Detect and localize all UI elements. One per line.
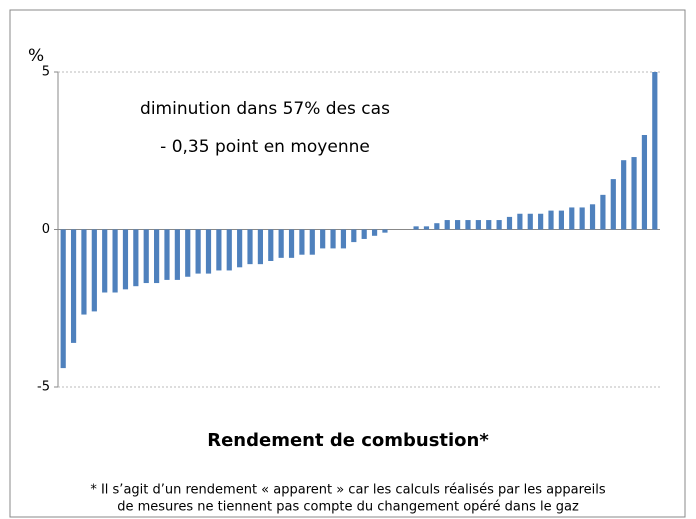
y-axis-label: % xyxy=(28,46,44,66)
bar xyxy=(278,229,284,258)
bar xyxy=(257,229,263,265)
bar xyxy=(569,207,575,230)
bar xyxy=(112,229,118,293)
bar xyxy=(164,229,170,280)
bar xyxy=(455,220,461,230)
bar xyxy=(641,135,648,230)
chart-title: Rendement de combustion* xyxy=(207,430,489,451)
bar xyxy=(216,229,222,271)
bar xyxy=(423,226,430,230)
bar xyxy=(486,220,492,230)
bar xyxy=(340,229,347,249)
bar xyxy=(185,229,191,277)
bar xyxy=(122,229,129,290)
bar xyxy=(610,179,616,230)
bar xyxy=(434,223,440,230)
bar xyxy=(579,207,585,230)
frame xyxy=(9,9,686,518)
bar xyxy=(465,220,471,230)
bar xyxy=(81,229,87,315)
bar xyxy=(70,229,77,343)
bar xyxy=(299,229,305,255)
bar xyxy=(361,229,367,239)
annotation: - 0,35 point en moyenne xyxy=(160,137,370,157)
bar xyxy=(174,229,180,280)
bar xyxy=(247,229,253,265)
bar xyxy=(621,160,627,230)
bar xyxy=(309,229,315,255)
bar xyxy=(143,229,149,284)
bar xyxy=(382,229,388,233)
y-tick-label: 5 xyxy=(42,65,50,80)
bar xyxy=(527,213,533,230)
bar xyxy=(517,213,523,230)
bar xyxy=(413,226,419,230)
bar xyxy=(558,210,564,230)
bar xyxy=(631,157,637,230)
bar xyxy=(600,194,606,230)
bar xyxy=(60,229,66,369)
y-tick-label: -5 xyxy=(37,380,50,395)
bar xyxy=(288,229,295,258)
bar xyxy=(475,220,481,230)
bar xyxy=(538,213,544,230)
bar xyxy=(506,216,513,230)
bar xyxy=(351,229,357,243)
bar xyxy=(496,220,502,230)
bar xyxy=(195,229,201,274)
footnote: * Il s’agit d’un rendement « apparent » … xyxy=(90,483,606,498)
footnote: de mesures ne tiennent pas compte du cha… xyxy=(117,500,579,515)
bar xyxy=(652,72,658,230)
annotation: diminution dans 57% des cas xyxy=(140,99,390,119)
bar xyxy=(371,229,378,236)
bar xyxy=(268,229,274,261)
y-tick-label: 0 xyxy=(42,222,50,237)
bar xyxy=(589,204,596,230)
bar xyxy=(205,229,212,274)
bar xyxy=(154,229,160,284)
bar xyxy=(330,229,336,249)
bar xyxy=(444,220,450,230)
bar xyxy=(91,229,97,312)
bar xyxy=(237,229,243,268)
bar xyxy=(102,229,108,293)
bar xyxy=(226,229,232,271)
bar xyxy=(320,229,326,249)
bar xyxy=(133,229,139,287)
bar xyxy=(548,210,554,230)
